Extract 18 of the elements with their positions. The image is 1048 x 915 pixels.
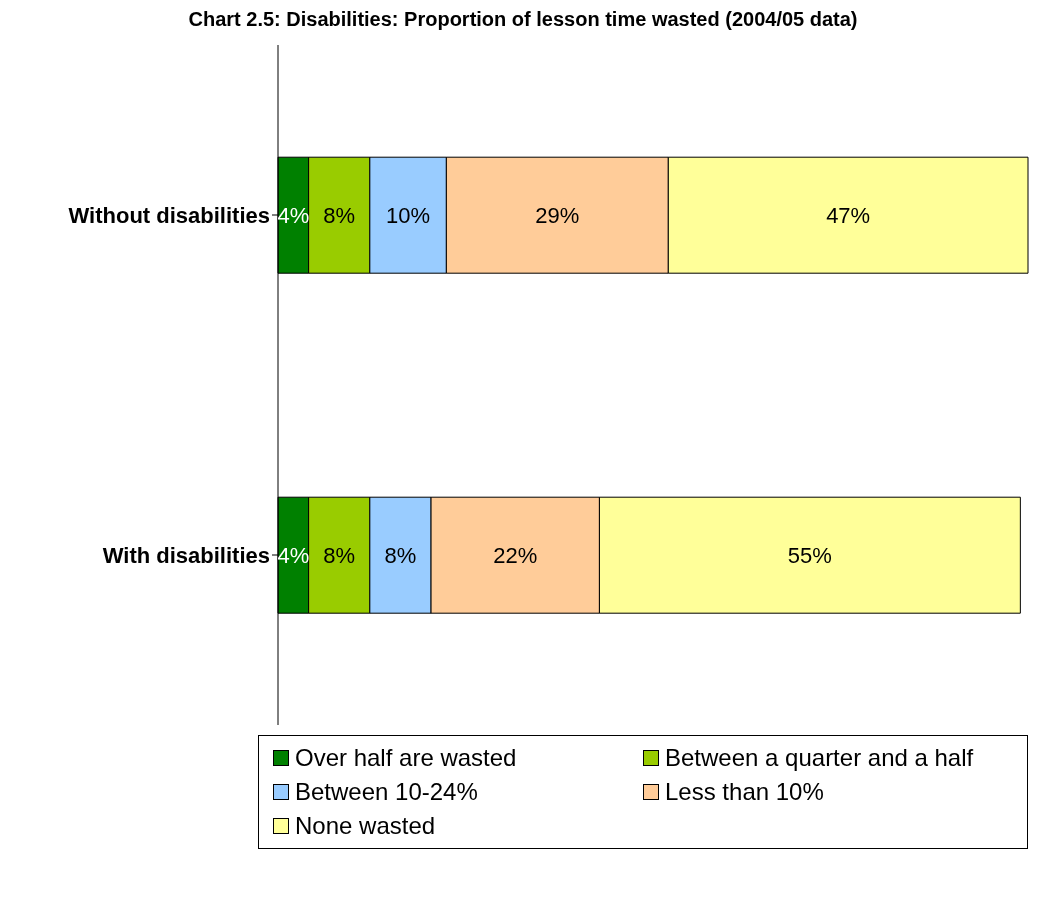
data-label: 4%: [277, 543, 310, 569]
data-label: 8%: [323, 203, 356, 229]
legend-label: Less than 10%: [664, 778, 825, 806]
legend-label: None wasted: [294, 812, 437, 840]
chart-title: Chart 2.5: Disabilities: Proportion of lesson time wasted (2004/05 data): [187, 8, 859, 31]
data-label: 4%: [277, 203, 310, 229]
y-tick-label: Without disabilities: [68, 202, 270, 228]
data-label: 29%: [535, 203, 580, 229]
data-label: 8%: [323, 543, 356, 569]
data-label: 10%: [386, 203, 431, 229]
legend-label: Over half are wasted: [294, 744, 518, 772]
legend-label: Between 10-24%: [294, 778, 479, 806]
data-label: 55%: [787, 543, 832, 569]
legend-label: Between a quarter and a half: [664, 744, 975, 772]
data-label: 47%: [826, 203, 871, 229]
y-tick-label: With disabilities: [102, 542, 270, 568]
data-label: 22%: [493, 543, 538, 569]
data-label: 8%: [384, 543, 417, 569]
